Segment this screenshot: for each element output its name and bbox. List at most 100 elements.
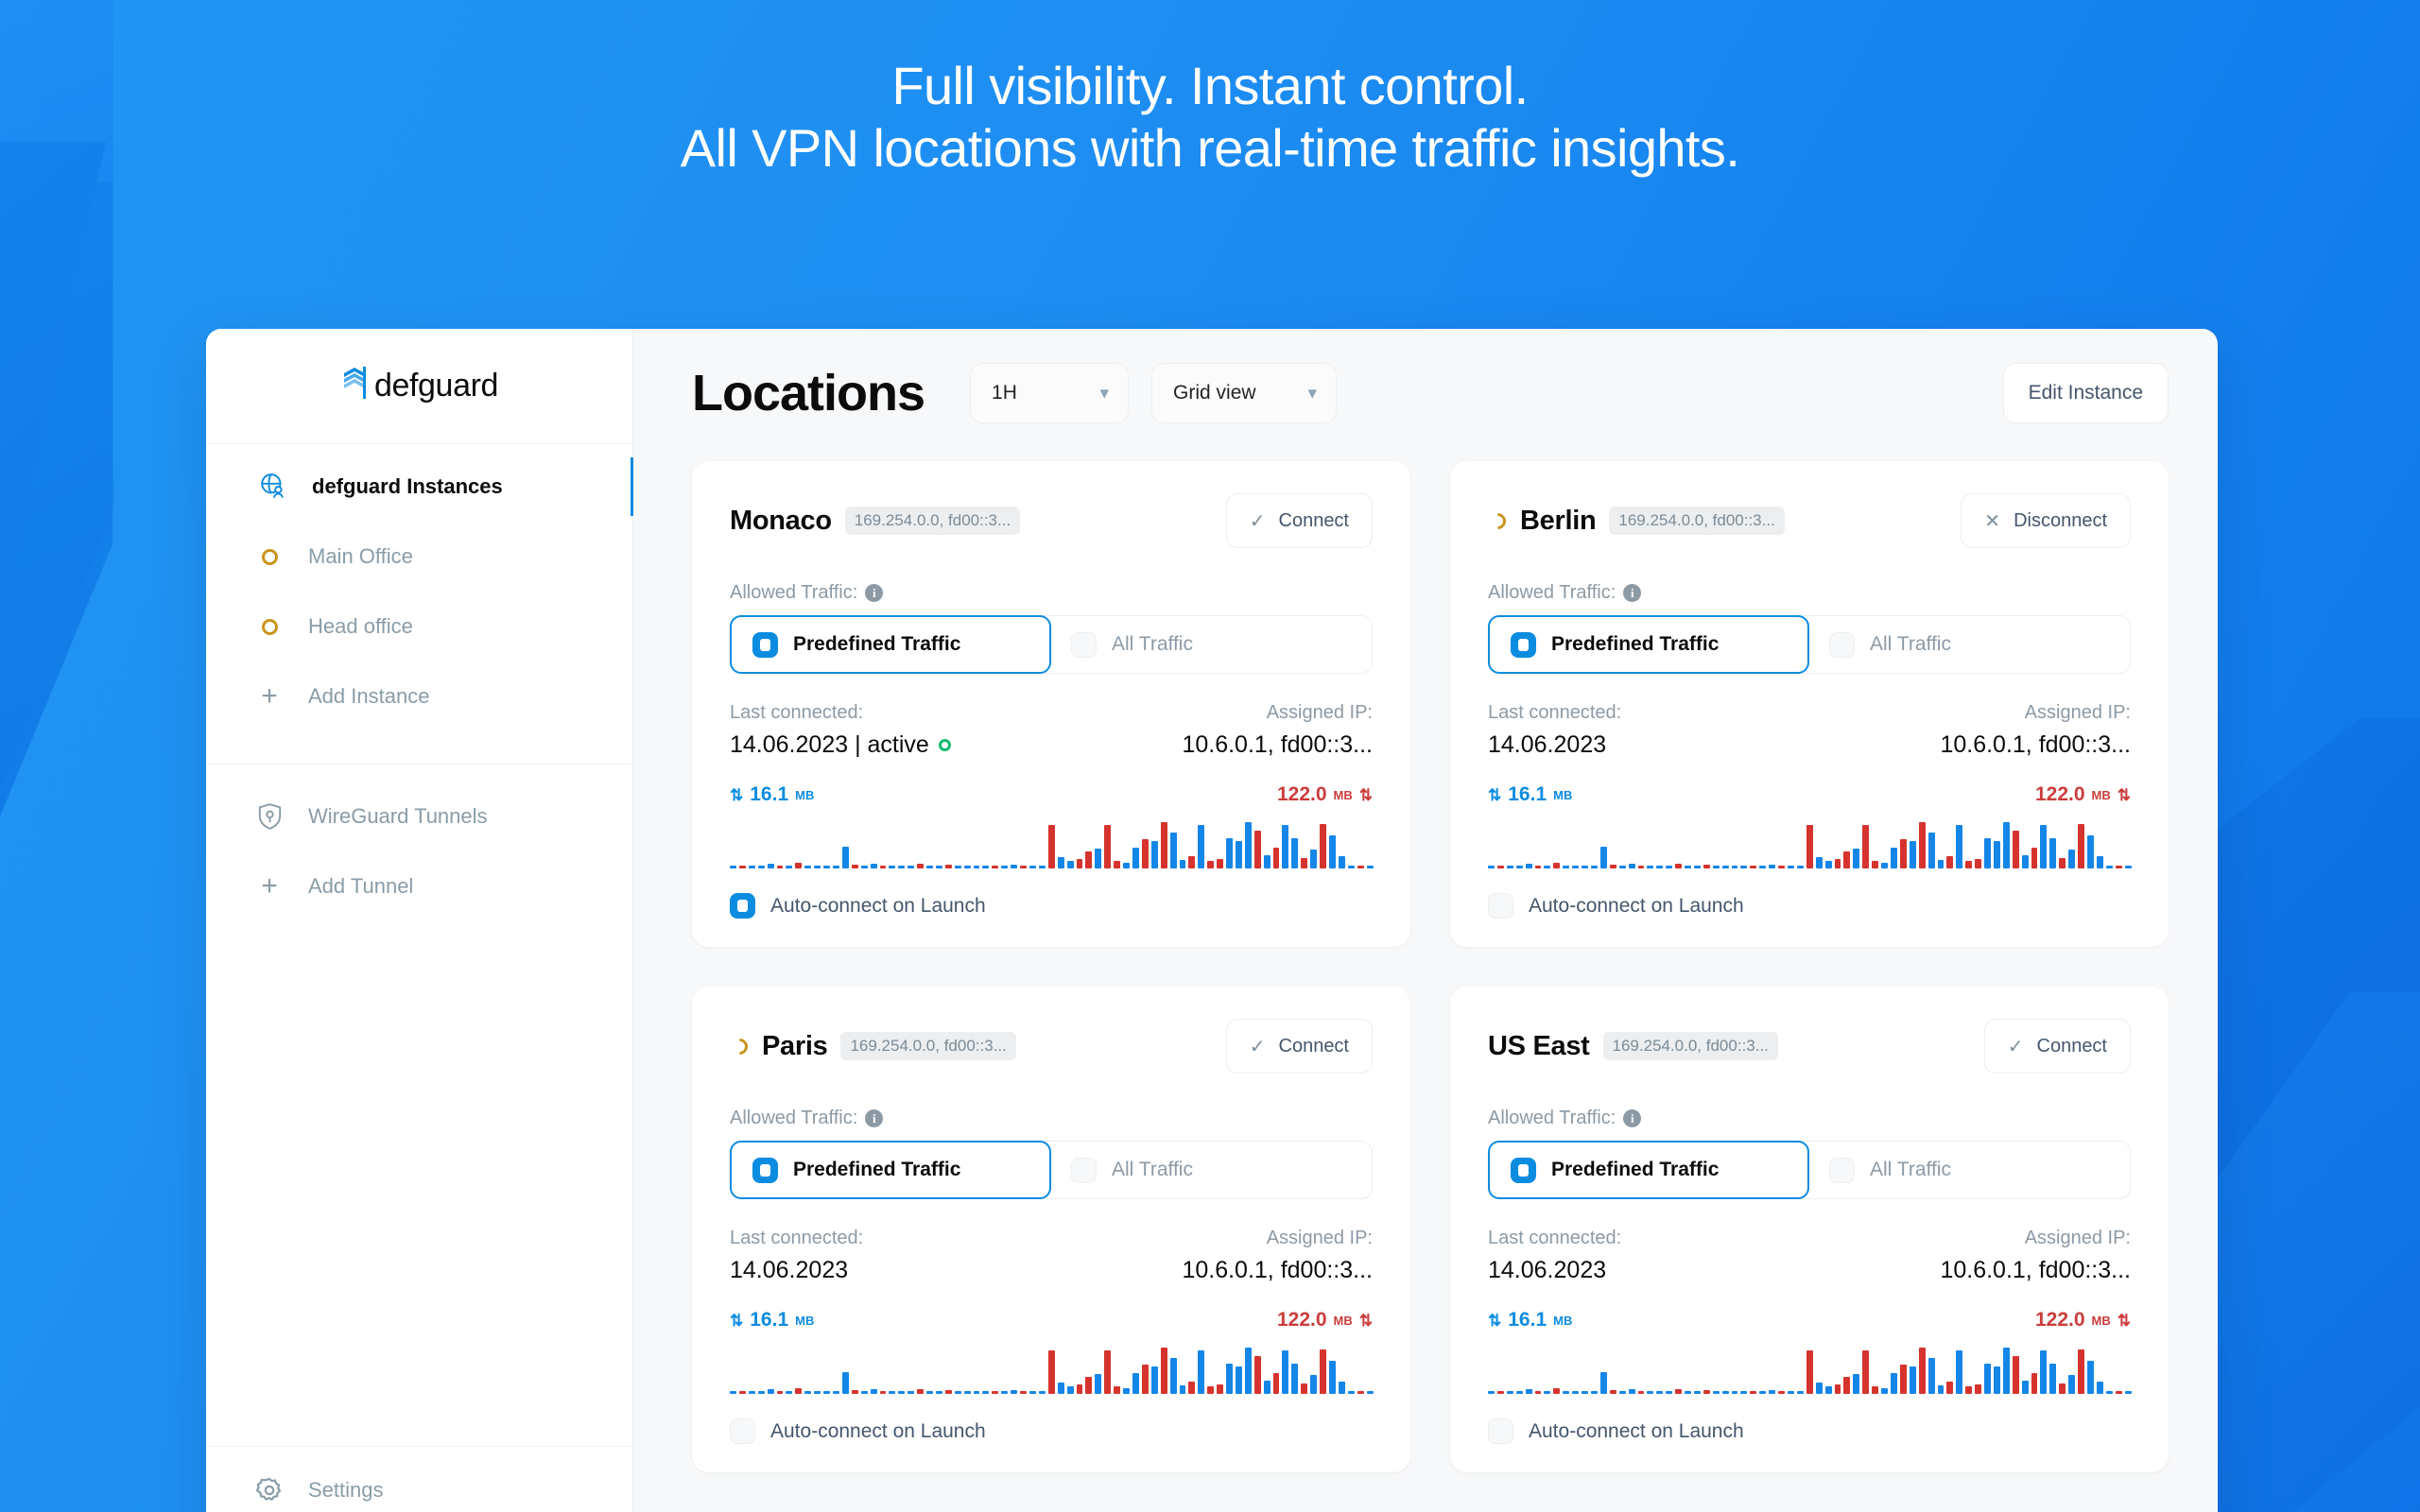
check-icon: ✓	[1249, 1036, 1266, 1057]
view-mode-value: Grid view	[1173, 382, 1256, 404]
sidebar-item-head-office[interactable]: Head office	[206, 592, 632, 662]
predefined-traffic-option[interactable]: Predefined Traffic	[730, 1141, 1051, 1199]
chart-bar	[1020, 1391, 1027, 1394]
predefined-traffic-label: Predefined Traffic	[793, 633, 961, 655]
sidebar-item-label: Main Office	[308, 544, 413, 568]
chart-bar	[1085, 1377, 1093, 1394]
chart-bar	[2124, 1391, 2132, 1394]
time-range-select[interactable]: 1H ▾	[970, 363, 1130, 423]
auto-connect-label: Auto-connect on Launch	[1529, 894, 1744, 917]
info-icon[interactable]: i	[865, 1109, 884, 1127]
info-icon[interactable]: i	[865, 584, 884, 602]
auto-connect-row[interactable]: Auto-connect on Launch	[1488, 1418, 2131, 1444]
chart-bar	[1637, 1391, 1645, 1394]
chart-bar	[1778, 866, 1785, 868]
connect-button[interactable]: ✓ Connect	[1225, 1019, 1373, 1074]
chart-bar	[1329, 1361, 1336, 1394]
chart-bar	[1029, 866, 1036, 868]
assigned-ip-label: Assigned IP:	[2024, 1228, 2131, 1248]
chart-bar	[1029, 1391, 1036, 1394]
predefined-traffic-option[interactable]: Predefined Traffic	[730, 615, 1051, 674]
chart-bar	[1750, 1391, 1757, 1394]
chart-bar	[870, 864, 877, 868]
auto-connect-row[interactable]: Auto-connect on Launch	[730, 1418, 1373, 1444]
upload-value: 16.1	[1508, 1309, 1547, 1331]
traffic-mode-toggle: Predefined Traffic All Traffic	[1488, 615, 2131, 674]
radio-unselected-icon	[1071, 1157, 1097, 1183]
location-card-header: Monaco 169.254.0.0, fd00::3... ✓ Connect	[730, 493, 1373, 548]
info-icon[interactable]: i	[1623, 1109, 1642, 1127]
location-name: Monaco	[730, 505, 832, 536]
chart-bar	[992, 866, 999, 868]
chart-bar	[2087, 835, 2094, 868]
sidebar-item-settings[interactable]: Settings	[206, 1447, 632, 1512]
chart-bar	[1141, 1365, 1149, 1394]
chart-bar	[1188, 855, 1196, 868]
chart-bar	[1843, 1377, 1851, 1394]
last-connected-block: Last connected: 14.06.2023	[730, 1228, 863, 1284]
chart-bar	[1796, 865, 1804, 868]
chart-bar	[963, 1391, 971, 1394]
chart-bar	[1235, 1366, 1242, 1394]
connection-action-label: Connect	[2036, 1035, 2108, 1057]
sidebar-item-add-instance[interactable]: + Add Instance	[206, 662, 632, 731]
chart-bar	[954, 1391, 961, 1394]
sidebar-item-add-tunnel[interactable]: + Add Tunnel	[206, 851, 632, 921]
chart-bar	[1038, 865, 1046, 868]
chart-bar	[1582, 866, 1588, 868]
chart-bar	[944, 864, 952, 868]
chart-bar	[1114, 861, 1121, 868]
all-traffic-option[interactable]: All Traffic	[1050, 616, 1372, 673]
download-arrow-icon: ⇅	[1358, 785, 1373, 804]
chart-bar	[935, 1391, 942, 1394]
auto-connect-checkbox[interactable]	[1488, 893, 1513, 919]
connection-action-label: Connect	[1278, 509, 1350, 531]
sidebar-item-wireguard-tunnels[interactable]: WireGuard Tunnels	[206, 782, 632, 851]
chart-bar	[1076, 858, 1083, 868]
last-connected-value: 14.06.2023	[1488, 1257, 1607, 1283]
auto-connect-checkbox[interactable]	[1488, 1418, 1513, 1444]
chart-bar	[1001, 866, 1009, 868]
all-traffic-option[interactable]: All Traffic	[1808, 1142, 2130, 1198]
chart-bar	[2031, 1372, 2038, 1394]
disconnect-button[interactable]: ✕ Disconnect	[1961, 493, 2131, 548]
chart-bar	[1628, 864, 1635, 868]
predefined-traffic-option[interactable]: Predefined Traffic	[1488, 1141, 1809, 1199]
upload-unit: MB	[1553, 1313, 1573, 1328]
sidebar-item-main-office[interactable]: Main Office	[206, 522, 632, 592]
chart-bar	[1320, 1349, 1326, 1394]
chart-bar	[1515, 866, 1523, 868]
auto-connect-row[interactable]: Auto-connect on Launch	[1488, 893, 2131, 919]
chart-bar	[1693, 1391, 1701, 1394]
all-traffic-label: All Traffic	[1870, 633, 1951, 655]
chart-bar	[1628, 1389, 1635, 1394]
chart-bar	[1329, 835, 1336, 868]
chart-bar	[1188, 1381, 1196, 1394]
allowed-traffic-text: Allowed Traffic:	[1488, 582, 1616, 603]
location-name: Paris	[762, 1030, 828, 1061]
connect-button[interactable]: ✓ Connect	[1983, 1019, 2131, 1074]
auto-connect-row[interactable]: Auto-connect on Launch	[730, 893, 1373, 919]
chart-bar	[1685, 1391, 1691, 1394]
chart-bar	[1572, 1391, 1580, 1394]
chart-bar	[879, 1391, 887, 1394]
sidebar-item-defguard-instances[interactable]: defguard Instances	[206, 452, 633, 522]
chart-bar	[973, 866, 980, 868]
auto-connect-checkbox[interactable]	[730, 1418, 755, 1444]
chart-bar	[738, 866, 746, 868]
predefined-traffic-option[interactable]: Predefined Traffic	[1488, 615, 1809, 674]
all-traffic-option[interactable]: All Traffic	[1050, 1142, 1372, 1198]
view-mode-select[interactable]: Grid view ▾	[1151, 363, 1338, 423]
auto-connect-checkbox[interactable]	[730, 893, 755, 919]
chart-bar	[1927, 1357, 1935, 1394]
chart-bar	[1198, 1350, 1205, 1394]
edit-instance-button[interactable]: Edit Instance	[2002, 363, 2169, 423]
chart-bar	[1872, 1386, 1879, 1394]
chart-bar	[1618, 866, 1626, 868]
all-traffic-option[interactable]: All Traffic	[1808, 616, 2130, 673]
info-icon[interactable]: i	[1623, 584, 1642, 602]
chart-bar	[1759, 866, 1767, 868]
download-value: 122.0	[1276, 783, 1327, 805]
connect-button[interactable]: ✓ Connect	[1225, 493, 1373, 548]
assigned-ip-value: 10.6.0.1, fd00::3...	[1940, 1257, 2131, 1283]
